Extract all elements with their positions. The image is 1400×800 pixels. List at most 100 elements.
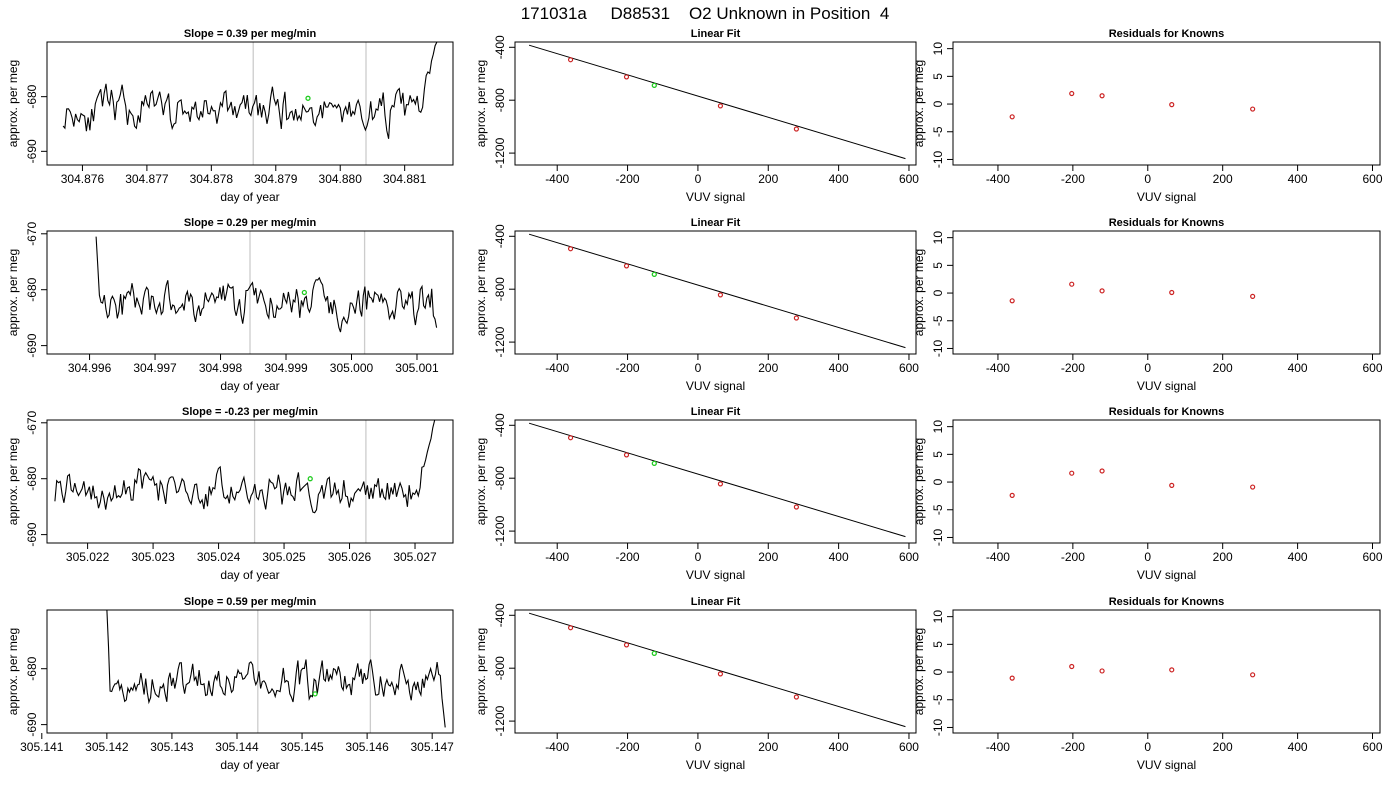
- known-point: [793, 315, 800, 321]
- fit-panel: Linear Fit VUV signal approx. per meg -400 -…: [474, 596, 919, 772]
- fit-xtick-label: -200: [616, 361, 640, 375]
- trace-xtick-label: 305.144: [215, 740, 259, 754]
- trace-title: Slope = -0.23 per meg/min: [182, 406, 318, 418]
- residual-xtick-label: -200: [1061, 740, 1085, 754]
- residual-point: [1009, 298, 1015, 304]
- known-point: [567, 57, 574, 63]
- trace-xlabel: day of year: [220, 190, 279, 204]
- trace-ytick-label: -670: [25, 410, 39, 434]
- trace-ytick-label: -690: [25, 139, 39, 163]
- known-point: [717, 671, 724, 677]
- residual-ytick-label: -10: [931, 528, 945, 546]
- fit-xtick-label: 200: [758, 740, 778, 754]
- unknown-marker: [301, 289, 308, 296]
- residual-ytick-label: -5: [931, 315, 945, 326]
- trace-ylabel: approx. per meg: [6, 60, 20, 147]
- residual-point: [1069, 281, 1075, 287]
- trace-frame: [46, 230, 454, 355]
- residual-point: [1069, 470, 1075, 476]
- fit-xtick-label: -400: [545, 361, 569, 375]
- residual-ytick-label: 0: [931, 289, 945, 296]
- fit-panel: Linear Fit VUV signal approx. per meg -400 -…: [474, 406, 919, 582]
- residual-xtick-label: 0: [1144, 550, 1151, 564]
- fit-title: Linear Fit: [691, 217, 741, 229]
- fit-ylabel: approx. per meg: [474, 438, 488, 525]
- trace-title: Slope = 0.39 per meg/min: [184, 28, 317, 40]
- trace-xlabel: day of year: [220, 568, 279, 582]
- fit-panel: Linear Fit VUV signal approx. per meg -400 -…: [474, 28, 919, 204]
- trace-xtick-label: 305.027: [393, 550, 437, 564]
- known-point: [567, 246, 574, 252]
- trace-xtick-label: 305.142: [85, 740, 129, 754]
- fit-ytick-label: -1200: [493, 326, 507, 357]
- trace-line: [62, 42, 438, 139]
- known-point: [567, 625, 574, 631]
- residual-xtick-label: 200: [1213, 172, 1233, 186]
- fit-title: Linear Fit: [691, 28, 741, 40]
- trace-xtick-label: 304.998: [199, 361, 243, 375]
- fit-ytick-label: -1200: [493, 705, 507, 736]
- fit-line: [528, 422, 906, 538]
- known-point: [623, 642, 630, 648]
- residual-panel: Residuals for Knowns VUV signal approx. pe…: [912, 406, 1383, 582]
- trace-xtick-label: 305.141: [20, 740, 64, 754]
- trace-frame: [46, 419, 454, 544]
- fit-xtick-label: 400: [829, 740, 849, 754]
- residual-xtick-label: 600: [1362, 740, 1382, 754]
- residual-xtick-label: 400: [1288, 361, 1308, 375]
- fit-xtick-label: 600: [899, 361, 919, 375]
- residual-xtick-label: 400: [1288, 550, 1308, 564]
- residual-ytick-label: 10: [931, 231, 945, 245]
- residual-ytick-label: 0: [931, 668, 945, 675]
- fit-line: [528, 233, 906, 349]
- residual-ytick-label: -10: [931, 339, 945, 357]
- fit-xtick-label: 400: [829, 550, 849, 564]
- fit-xtick-label: 0: [695, 740, 702, 754]
- fit-ytick-label: -1200: [493, 515, 507, 546]
- residual-xlabel: VUV signal: [1137, 568, 1196, 582]
- trace-xtick-label: 305.000: [330, 361, 374, 375]
- known-point: [623, 74, 630, 80]
- residual-xtick-label: -400: [986, 361, 1010, 375]
- trace-xtick-label: 304.880: [319, 172, 363, 186]
- residual-point: [1250, 484, 1256, 490]
- unknown-point: [651, 460, 657, 467]
- residual-frame: [952, 419, 1381, 544]
- residual-point: [1169, 289, 1175, 296]
- residual-ytick-label: -5: [931, 504, 945, 515]
- fit-ytick-label: -400: [493, 413, 507, 437]
- trace-line: [54, 420, 436, 514]
- residual-xlabel: VUV signal: [1137, 758, 1196, 772]
- fit-xtick-label: 200: [758, 550, 778, 564]
- residual-xtick-label: -200: [1061, 361, 1085, 375]
- figure-title: 171031a D88531 O2 Unknown in Position 4: [521, 4, 890, 23]
- trace-xtick-label: 304.876: [61, 172, 105, 186]
- residual-ytick-label: -10: [931, 718, 945, 736]
- unknown-marker: [312, 691, 318, 697]
- fit-xtick-label: 200: [758, 172, 778, 186]
- fit-title: Linear Fit: [691, 406, 741, 418]
- residual-point: [1250, 293, 1256, 299]
- trace-xtick-label: 305.143: [150, 740, 194, 754]
- trace-frame: [46, 41, 454, 166]
- residual-ytick-label: 10: [931, 420, 945, 434]
- residual-xtick-label: 400: [1288, 172, 1308, 186]
- residual-xtick-label: 600: [1362, 550, 1382, 564]
- fit-xlabel: VUV signal: [686, 758, 745, 772]
- residual-xtick-label: 0: [1144, 361, 1151, 375]
- residual-xtick-label: -200: [1061, 172, 1085, 186]
- residual-point: [1099, 93, 1105, 99]
- known-point: [717, 103, 724, 109]
- trace-panel: Slope = 0.39 per meg/min day of year appro…: [6, 28, 454, 204]
- residual-point: [1250, 672, 1256, 678]
- residual-point: [1099, 288, 1105, 294]
- trace-ytick-label: -670: [25, 221, 39, 245]
- residual-ylabel: approx. per meg: [912, 438, 926, 525]
- residual-frame: [952, 41, 1381, 166]
- known-point: [623, 263, 630, 269]
- residual-point: [1169, 667, 1175, 673]
- fit-frame: [514, 230, 917, 355]
- residual-xtick-label: 200: [1213, 361, 1233, 375]
- fit-xtick-label: 600: [899, 172, 919, 186]
- trace-xtick-label: 305.001: [395, 361, 439, 375]
